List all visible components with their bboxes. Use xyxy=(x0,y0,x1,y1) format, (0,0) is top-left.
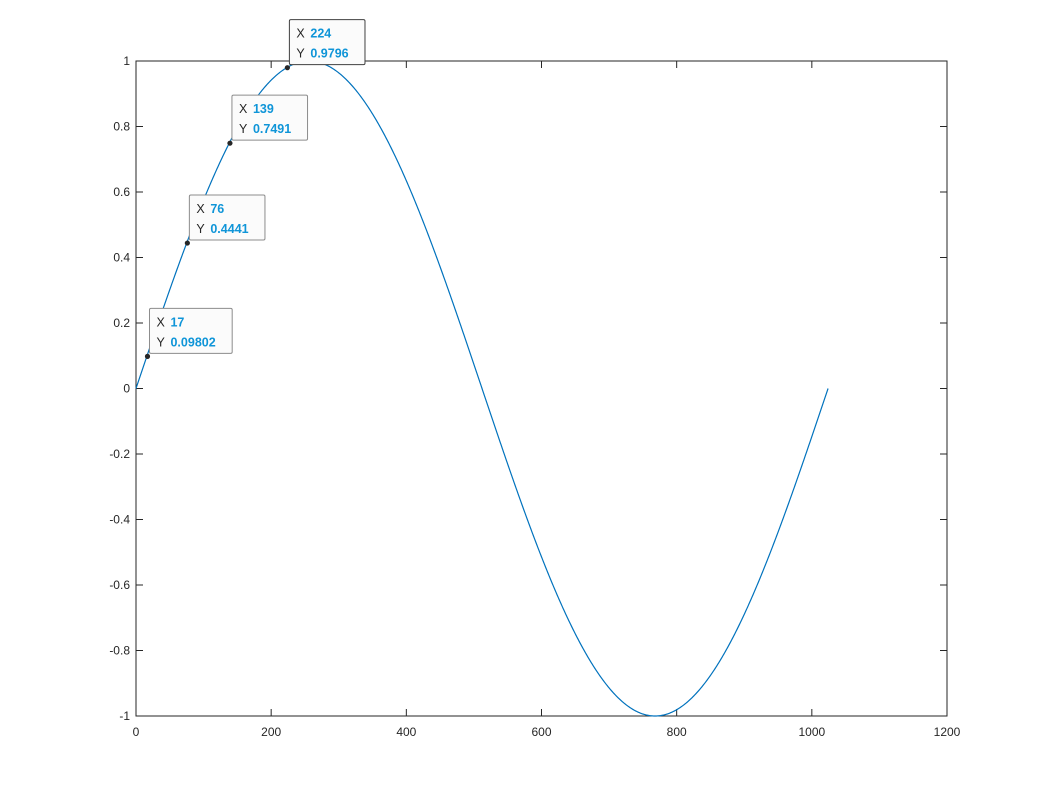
y-tick-label: -0.2 xyxy=(109,447,130,461)
datatip-y-value: 0.7491 xyxy=(253,122,291,136)
y-tick-label: -0.4 xyxy=(109,513,130,527)
datatip-y-value: 0.4441 xyxy=(210,222,248,236)
y-tick-label: -0.8 xyxy=(109,644,130,658)
datatip-box xyxy=(231,94,309,141)
x-tick-label: 800 xyxy=(667,725,687,739)
datatip-marker[interactable] xyxy=(184,240,190,246)
datatip-box xyxy=(188,194,266,241)
axes-box xyxy=(135,60,948,717)
datatip-y-key: Y xyxy=(196,222,205,236)
y-tick-label: 0.8 xyxy=(113,120,130,134)
y-tick-label: -0.6 xyxy=(109,578,130,592)
x-tick-label: 1200 xyxy=(934,725,961,739)
y-tick-label: 0.4 xyxy=(113,251,130,265)
datatip-x-value: 76 xyxy=(210,202,224,216)
datatip-marker[interactable] xyxy=(144,353,151,359)
x-tick-label: 0 xyxy=(133,725,140,739)
datatip-x-key: X xyxy=(239,102,248,116)
datatip[interactable]: X 224 Y 0.9796 xyxy=(284,19,366,71)
datatip-y-key: Y xyxy=(296,47,305,61)
datatip-x-value: 224 xyxy=(310,27,331,41)
datatip-x-key: X xyxy=(156,315,165,329)
y-tick-label: -1 xyxy=(119,709,130,723)
x-tick-label: 200 xyxy=(261,725,281,739)
sine-series-line[interactable] xyxy=(135,60,829,717)
datatip[interactable]: X 139 Y 0.7491 xyxy=(227,94,309,146)
datatip-x-value: 139 xyxy=(253,102,274,116)
datatip-y-value: 0.9796 xyxy=(310,47,348,61)
datatip-x-key: X xyxy=(196,202,205,216)
x-axis-ticks: 0 200 400 600 800 1000 1200 xyxy=(133,61,961,739)
y-tick-label: 0.2 xyxy=(113,316,130,330)
datatip-box xyxy=(148,307,233,354)
datatip-marker[interactable] xyxy=(284,65,290,71)
x-tick-label: 1000 xyxy=(798,725,825,739)
y-tick-label: 1 xyxy=(123,54,130,68)
datatip-x-value: 17 xyxy=(170,315,184,329)
datatips: X 17 Y 0.09802 X 76 Y 0.4441 X 139 Y 0.7491 X 224 Y 0.9… xyxy=(144,19,366,359)
datatip-box xyxy=(288,19,366,66)
datatip[interactable]: X 76 Y 0.4441 xyxy=(184,194,266,246)
datatip-y-value: 0.09802 xyxy=(170,335,215,349)
datatip-x-key: X xyxy=(296,27,305,41)
datatip[interactable]: X 17 Y 0.09802 xyxy=(144,307,233,359)
x-tick-label: 600 xyxy=(531,725,551,739)
datatip-y-key: Y xyxy=(239,122,248,136)
x-tick-label: 400 xyxy=(396,725,416,739)
axes: 0 200 400 600 800 1000 1200 1 0.8 0.6 0.4 0.2 0 -0.2… xyxy=(109,19,961,739)
datatip-y-key: Y xyxy=(156,335,165,349)
y-tick-label: 0 xyxy=(123,382,130,396)
datatip-marker[interactable] xyxy=(227,140,233,146)
y-axis-ticks: 1 0.8 0.6 0.4 0.2 0 -0.2 -0.4 -0.6 -0.8 -1 xyxy=(109,54,947,723)
y-tick-label: 0.6 xyxy=(113,185,130,199)
